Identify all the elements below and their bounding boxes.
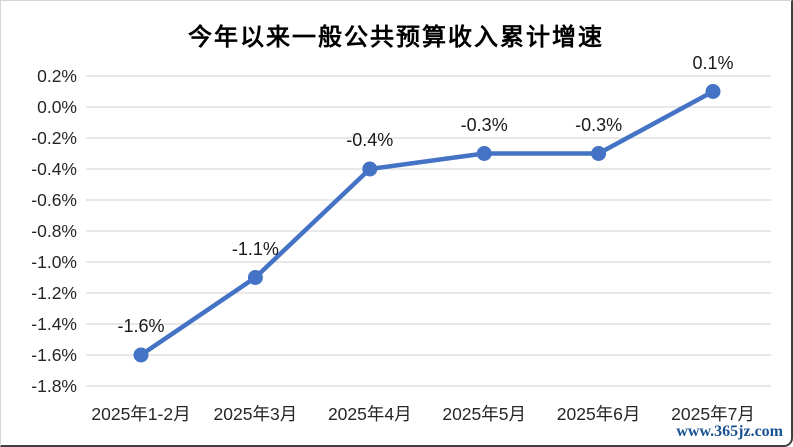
data-label: -0.3% [575,114,623,135]
data-point-marker [362,161,378,177]
y-tick-label: -1.6% [31,345,77,365]
y-tick-label: -0.2% [31,128,77,148]
y-tick-label: -0.8% [31,221,77,241]
x-tick-label: 2025年5月 [442,404,527,424]
data-point-marker [247,270,263,285]
series-line [138,89,716,358]
y-tick-label: 0.2% [37,66,77,86]
y-tick-label: -1.0% [31,252,77,272]
x-tick-label: 2025年1-2月 [91,404,191,424]
y-tick-label: -0.4% [31,159,77,179]
y-tick-label: -1.2% [31,283,77,303]
data-point-marker [705,84,721,99]
y-tick-label: -1.8% [31,376,77,396]
data-label: -1.6% [117,316,165,336]
chart-title: 今年以来一般公共预算收入累计增速 [188,25,604,51]
y-tick-label: 0.0% [37,97,77,117]
data-label: 0.1% [692,52,734,73]
y-tick-label: -0.6% [31,190,77,210]
data-point-marker [133,347,149,363]
data-point-marker [476,146,492,161]
x-tick-label: 2025年6月 [556,404,641,424]
watermark: www.365jz.com [676,423,783,440]
x-tick-label: 2025年7月 [671,404,755,424]
x-tick-label: 2025年4月 [327,404,412,424]
data-point-marker [591,146,607,161]
data-label: -1.1% [231,238,279,259]
y-tick-label: -1.4% [31,314,77,334]
data-label: -0.4% [346,130,394,150]
x-tick-label: 2025年3月 [213,404,298,424]
data-label: -0.3% [460,114,508,135]
